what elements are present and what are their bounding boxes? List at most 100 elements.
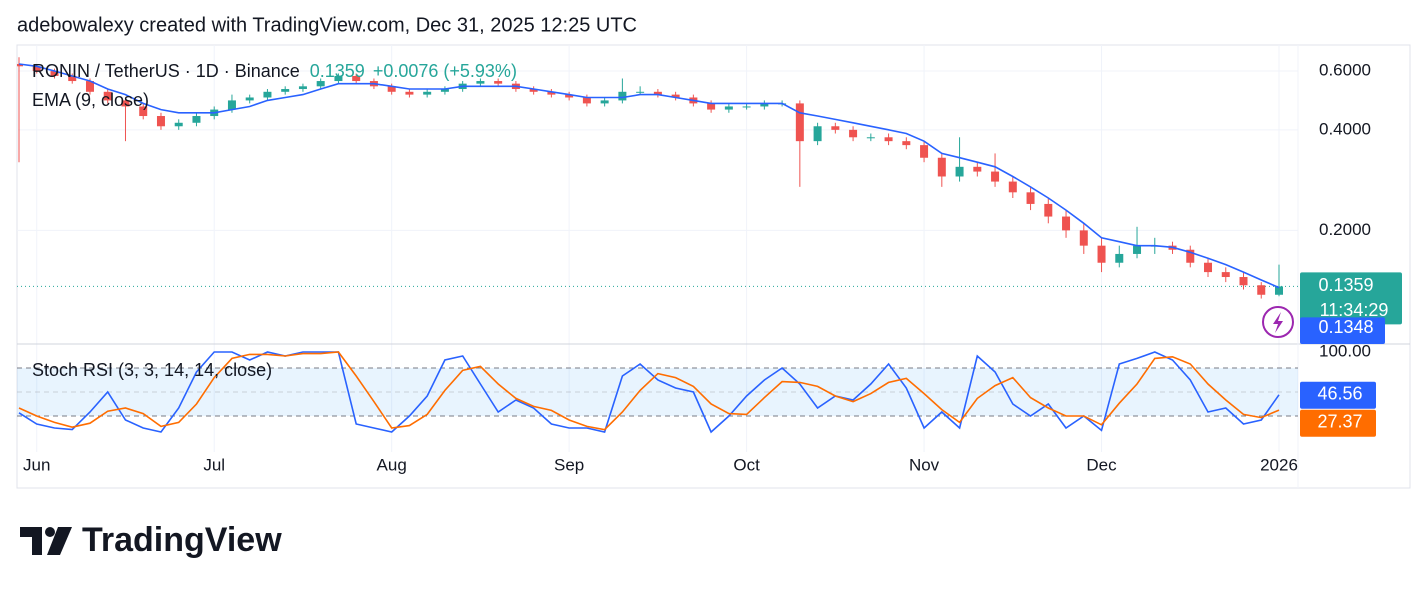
candle-body: [671, 94, 680, 98]
candle-body: [17, 63, 23, 67]
candle-body: [281, 89, 290, 92]
candle-body: [32, 66, 41, 72]
candle-body: [139, 106, 148, 117]
stoch-tag: [1300, 381, 1376, 409]
logo-mark: [20, 527, 42, 555]
legend-stoch: Stoch RSI (3, 3, 14, 14, close): [32, 360, 272, 380]
logo: TradingView: [20, 521, 282, 559]
candle-body: [724, 106, 733, 110]
y-tick-label: 0.4000: [1319, 119, 1371, 138]
chart-frame: [16, 44, 1411, 489]
candle-body: [973, 166, 982, 172]
candle-body: [405, 91, 414, 95]
candle-body: [1275, 286, 1283, 295]
x-tick-label: Oct: [733, 455, 760, 474]
line: [18, 63, 1280, 289]
stoch-pane: [17, 351, 1298, 434]
candle-body: [742, 106, 751, 108]
candle-body: [1115, 253, 1124, 263]
candle-body: [1186, 249, 1195, 263]
candle-body: [902, 141, 911, 146]
candle-body: [103, 91, 112, 101]
x-tick-label: Jul: [203, 455, 225, 474]
candle-body: [937, 157, 946, 177]
candle-body: [174, 122, 183, 127]
stoch-tag-value: 46.56: [1317, 384, 1362, 404]
candle-body: [760, 103, 769, 107]
alert-bolt: [1273, 312, 1283, 333]
candle-body: [991, 171, 1000, 182]
candle-body: [316, 81, 325, 87]
candle-body: [955, 166, 964, 177]
candle-body: [849, 129, 858, 138]
candle-body: [68, 75, 77, 82]
axes: Jun Jul Aug Sep Oct Nov Dec 2026 0.6000 0.4000 0.2…: [23, 61, 1402, 474]
candle-body: [636, 91, 645, 93]
ema-tag-bg: [1300, 317, 1385, 344]
candle-body: [653, 91, 662, 95]
candle-body: [529, 89, 538, 92]
candle-body: [1062, 216, 1071, 231]
ema-tag-value: 0.1348: [1318, 317, 1373, 337]
grid: [17, 45, 1298, 452]
x-tick-label: Aug: [377, 455, 407, 474]
candle-body: [352, 75, 361, 82]
price-tag: [1300, 272, 1402, 325]
logo-dot: [45, 527, 55, 537]
candle-body: [831, 126, 840, 130]
candle-body: [1239, 277, 1248, 286]
candle-body: [192, 116, 201, 123]
candle-body: [1008, 181, 1017, 193]
price-pane: [17, 57, 1298, 299]
candle-body: [795, 103, 804, 142]
candle-body: [547, 91, 556, 95]
candle-body: [245, 97, 254, 101]
candle-body: [494, 81, 503, 84]
candle-body: [1079, 230, 1088, 246]
candle-body: [387, 86, 396, 92]
x-tick-label: Nov: [909, 455, 940, 474]
price-tag-value: 0.1359: [1318, 275, 1373, 295]
candle-body: [1026, 192, 1035, 204]
candle-body: [298, 86, 307, 90]
candle-body: [263, 91, 272, 98]
candle-body: [920, 145, 929, 158]
candle-body: [866, 137, 875, 139]
x-tick-label: Dec: [1086, 455, 1117, 474]
stoch-tag-value: 27.37: [1317, 412, 1362, 432]
x-tick-label: 2026: [1260, 455, 1298, 474]
logo-text: TradingView: [82, 521, 282, 559]
y-tick-label: 100.00: [1319, 341, 1371, 360]
change: +0.0076 (+5.93%): [373, 61, 517, 81]
line: [18, 351, 1280, 434]
logo-slash: [47, 527, 72, 555]
credit: adebowalexy created with TradingView.com…: [17, 14, 637, 36]
symbol: RONIN / TetherUS · 1D · Binance: [32, 61, 300, 81]
y-tick-label: 0.6000: [1319, 61, 1371, 80]
candle-body: [707, 103, 716, 110]
x-tick-label: Sep: [554, 455, 584, 474]
y-tick-label: 0.2000: [1319, 220, 1371, 239]
candle-body: [582, 97, 591, 104]
candle-body: [85, 81, 94, 92]
legend-symbol: RONIN / TetherUS · 1D · Binance 0.1359 +0.…: [32, 61, 517, 81]
candle-body: [813, 126, 822, 142]
candle-body: [1257, 285, 1266, 295]
candle-body: [565, 94, 574, 98]
candle-body: [600, 100, 609, 104]
last-price: 0.1359: [310, 61, 365, 81]
candle-body: [227, 100, 236, 110]
x-tick-label: Jun: [23, 455, 50, 474]
candle-body: [50, 71, 59, 76]
candle-body: [1204, 262, 1213, 273]
candle-body: [440, 89, 449, 92]
candle-body: [618, 91, 627, 101]
candle-body: [423, 91, 432, 95]
countdown: 11:34:29: [1320, 300, 1389, 320]
stoch-tag: [1300, 409, 1376, 437]
candle-body: [156, 116, 165, 127]
candle-body: [1097, 245, 1106, 263]
legend-ema: EMA (9, close): [32, 90, 149, 110]
